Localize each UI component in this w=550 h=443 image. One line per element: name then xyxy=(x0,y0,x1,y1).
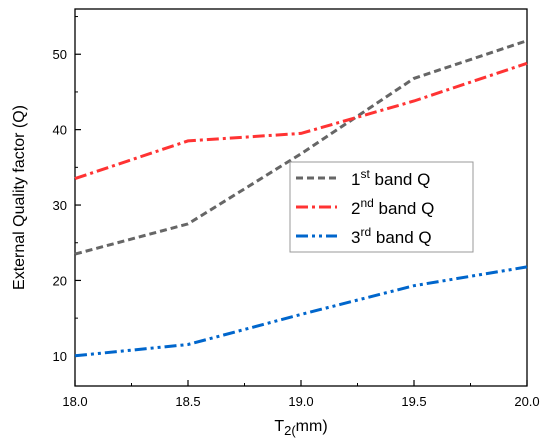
x-axis-label-subscript: 2( xyxy=(284,423,296,438)
x-axis-label-main: T xyxy=(274,418,284,435)
y-tick-label: 40 xyxy=(53,123,67,138)
y-tick-label: 50 xyxy=(53,47,67,62)
x-tick-label: 18.5 xyxy=(175,394,200,409)
y-tick-label: 10 xyxy=(53,349,67,364)
legend: 1st band Q 2nd band Q 3rd band Q xyxy=(289,161,474,253)
series-layer xyxy=(74,39,528,358)
x-tick-label: 19.5 xyxy=(401,394,426,409)
x-axis: 18.0 18.5 19.0 19.5 20.0 xyxy=(62,380,540,409)
y-tick-label: 30 xyxy=(53,198,67,213)
series-line-3 xyxy=(74,265,528,358)
legend-label-2: 2nd band Q xyxy=(351,196,434,218)
x-axis-label: T2(mm) xyxy=(274,418,327,438)
x-axis-label-tail: mm) xyxy=(296,418,328,435)
x-tick-label: 18.0 xyxy=(62,394,87,409)
series-line-1 xyxy=(74,39,528,256)
x-tick-label: 20.0 xyxy=(514,394,539,409)
series-line-2 xyxy=(74,61,528,181)
y-axis-label: External Quality factor (Q) xyxy=(11,105,28,290)
x-tick-label: 19.0 xyxy=(288,394,313,409)
legend-label-1: 1st band Q xyxy=(351,167,430,189)
legend-label-3: 3rd band Q xyxy=(351,225,432,247)
y-tick-label: 20 xyxy=(53,273,67,288)
y-axis: 10 20 30 40 50 xyxy=(53,16,81,364)
